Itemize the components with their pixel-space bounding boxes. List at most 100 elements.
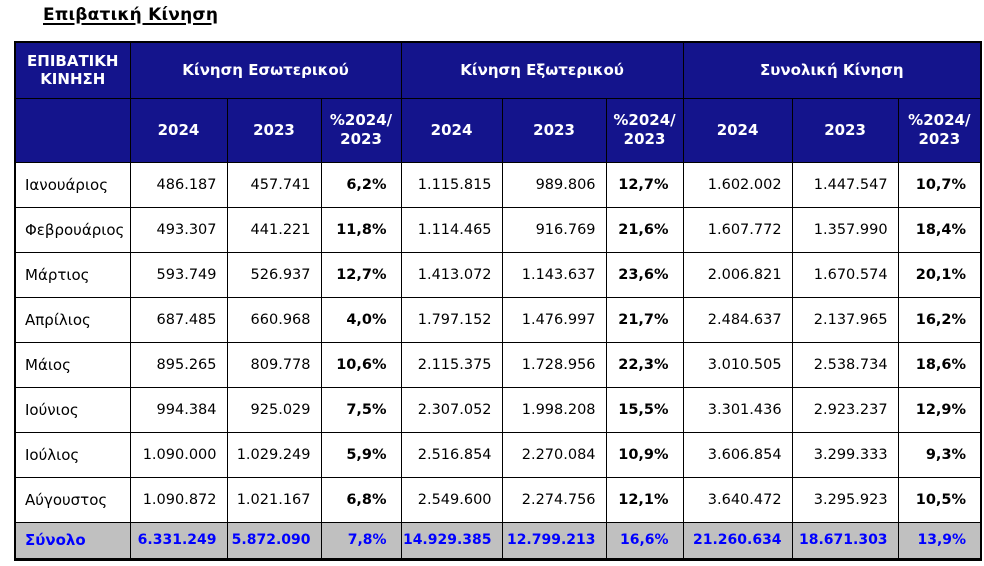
total-cell: 18.671.303 bbox=[791, 521, 899, 560]
year-header-row: 2024 2023 %2024/ 2023 2024 2023 %2024/ 2… bbox=[14, 97, 982, 163]
table-cell: 3.640.472 bbox=[682, 476, 793, 523]
table-cell: 1.728.956 bbox=[501, 341, 607, 388]
table-row-august: Αύγουστος 1.090.872 1.021.167 6,8% 2.549… bbox=[14, 476, 982, 523]
table-cell: 1.143.637 bbox=[501, 251, 607, 298]
table-cell: 6,2% bbox=[320, 161, 402, 208]
table-cell: 3.606.854 bbox=[682, 431, 793, 478]
table-cell: 1.602.002 bbox=[682, 161, 793, 208]
month-label: Απρίλιος bbox=[14, 296, 131, 343]
table-cell: 687.485 bbox=[129, 296, 228, 343]
table-cell: 9,3% bbox=[897, 431, 982, 478]
table-cell: 1.114.465 bbox=[400, 206, 503, 253]
table-cell: 18,4% bbox=[897, 206, 982, 253]
total-cell: 13,9% bbox=[897, 521, 982, 560]
table-cell: 994.384 bbox=[129, 386, 228, 433]
table-cell: 2.270.084 bbox=[501, 431, 607, 478]
table-cell: 2.274.756 bbox=[501, 476, 607, 523]
table-cell: 23,6% bbox=[605, 251, 684, 298]
total-cell: 5.872.090 bbox=[226, 521, 322, 560]
table-cell: 925.029 bbox=[226, 386, 322, 433]
table-cell: 15,5% bbox=[605, 386, 684, 433]
group-header-row: ΕΠΙΒΑΤΙΚΗ ΚΙΝΗΣΗ Κίνηση Εσωτερικού Κίνησ… bbox=[14, 41, 982, 99]
table-cell: 457.741 bbox=[226, 161, 322, 208]
table-cell: 1.090.872 bbox=[129, 476, 228, 523]
table-cell: 2.115.375 bbox=[400, 341, 503, 388]
group-header-domestic: Κίνηση Εσωτερικού bbox=[129, 41, 402, 99]
total-label: Σύνολο bbox=[14, 521, 131, 560]
table-cell: 1.670.574 bbox=[791, 251, 899, 298]
table-cell: 2.923.237 bbox=[791, 386, 899, 433]
table-row-july: Ιούλιος 1.090.000 1.029.249 5,9% 2.516.8… bbox=[14, 431, 982, 478]
table-cell: 1.029.249 bbox=[226, 431, 322, 478]
table-cell: 1.607.772 bbox=[682, 206, 793, 253]
table-cell: 1.447.547 bbox=[791, 161, 899, 208]
domestic-2024-header: 2024 bbox=[129, 97, 228, 163]
table-cell: 5,9% bbox=[320, 431, 402, 478]
total-cell: 21.260.634 bbox=[682, 521, 793, 560]
month-label: Μάιος bbox=[14, 341, 131, 388]
table-cell: 2.307.052 bbox=[400, 386, 503, 433]
table-cell: 20,1% bbox=[897, 251, 982, 298]
corner-header: ΕΠΙΒΑΤΙΚΗ ΚΙΝΗΣΗ bbox=[14, 41, 131, 99]
group-header-international: Κίνηση Εξωτερικού bbox=[400, 41, 684, 99]
passenger-traffic-table: ΕΠΙΒΑΤΙΚΗ ΚΙΝΗΣΗ Κίνηση Εσωτερικού Κίνησ… bbox=[14, 41, 983, 561]
table-cell: 3.010.505 bbox=[682, 341, 793, 388]
table-cell: 441.221 bbox=[226, 206, 322, 253]
table-cell: 16,2% bbox=[897, 296, 982, 343]
month-label: Ιούλιος bbox=[14, 431, 131, 478]
table-cell: 1.090.000 bbox=[129, 431, 228, 478]
table-cell: 3.301.436 bbox=[682, 386, 793, 433]
table-cell: 12,9% bbox=[897, 386, 982, 433]
table-cell: 2.484.637 bbox=[682, 296, 793, 343]
table-cell: 3.295.923 bbox=[791, 476, 899, 523]
table-cell: 1.476.997 bbox=[501, 296, 607, 343]
total-cell: 16,6% bbox=[605, 521, 684, 560]
table-cell: 1.797.152 bbox=[400, 296, 503, 343]
month-label: Αύγουστος bbox=[14, 476, 131, 523]
month-label: Ιούνιος bbox=[14, 386, 131, 433]
total-cell: 12.799.213 bbox=[501, 521, 607, 560]
table-cell: 1.021.167 bbox=[226, 476, 322, 523]
table-row-february: Φεβρουάριος 493.307 441.221 11,8% 1.114.… bbox=[14, 206, 982, 253]
table-cell: 526.937 bbox=[226, 251, 322, 298]
table-row-january: Ιανουάριος 486.187 457.741 6,2% 1.115.81… bbox=[14, 161, 982, 208]
table-cell: 6,8% bbox=[320, 476, 402, 523]
table-cell: 7,5% bbox=[320, 386, 402, 433]
total-cell: 7,8% bbox=[320, 521, 402, 560]
table-cell: 21,6% bbox=[605, 206, 684, 253]
table-cell: 4,0% bbox=[320, 296, 402, 343]
table-cell: 2.137.965 bbox=[791, 296, 899, 343]
table-cell: 3.299.333 bbox=[791, 431, 899, 478]
table-cell: 593.749 bbox=[129, 251, 228, 298]
international-pct-header: %2024/ 2023 bbox=[605, 97, 684, 163]
total-cell: 6.331.249 bbox=[129, 521, 228, 560]
table-cell: 2.549.600 bbox=[400, 476, 503, 523]
table-cell: 11,8% bbox=[320, 206, 402, 253]
table-cell: 12,7% bbox=[320, 251, 402, 298]
table-cell: 12,7% bbox=[605, 161, 684, 208]
table-cell: 809.778 bbox=[226, 341, 322, 388]
page-title: Επιβατική Κίνηση bbox=[43, 5, 219, 25]
table-cell: 660.968 bbox=[226, 296, 322, 343]
international-2024-header: 2024 bbox=[400, 97, 503, 163]
total-row: Σύνολο 6.331.249 5.872.090 7,8% 14.929.3… bbox=[14, 521, 982, 560]
table-cell: 493.307 bbox=[129, 206, 228, 253]
table-row-april: Απρίλιος 687.485 660.968 4,0% 1.797.152 … bbox=[14, 296, 982, 343]
group-header-total: Συνολική Κίνηση bbox=[682, 41, 982, 99]
table-cell: 2.538.734 bbox=[791, 341, 899, 388]
table-row-june: Ιούνιος 994.384 925.029 7,5% 2.307.052 1… bbox=[14, 386, 982, 433]
table-cell: 10,6% bbox=[320, 341, 402, 388]
table-cell: 486.187 bbox=[129, 161, 228, 208]
table-cell: 10,9% bbox=[605, 431, 684, 478]
month-label: Μάρτιος bbox=[14, 251, 131, 298]
corner-empty-cell bbox=[14, 97, 131, 163]
domestic-pct-header: %2024/ 2023 bbox=[320, 97, 402, 163]
total-2024-header: 2024 bbox=[682, 97, 793, 163]
table-cell: 1.998.208 bbox=[501, 386, 607, 433]
total-pct-header: %2024/ 2023 bbox=[897, 97, 982, 163]
table-cell: 989.806 bbox=[501, 161, 607, 208]
table-row-may: Μάιος 895.265 809.778 10,6% 2.115.375 1.… bbox=[14, 341, 982, 388]
table-cell: 1.413.072 bbox=[400, 251, 503, 298]
table-cell: 10,7% bbox=[897, 161, 982, 208]
